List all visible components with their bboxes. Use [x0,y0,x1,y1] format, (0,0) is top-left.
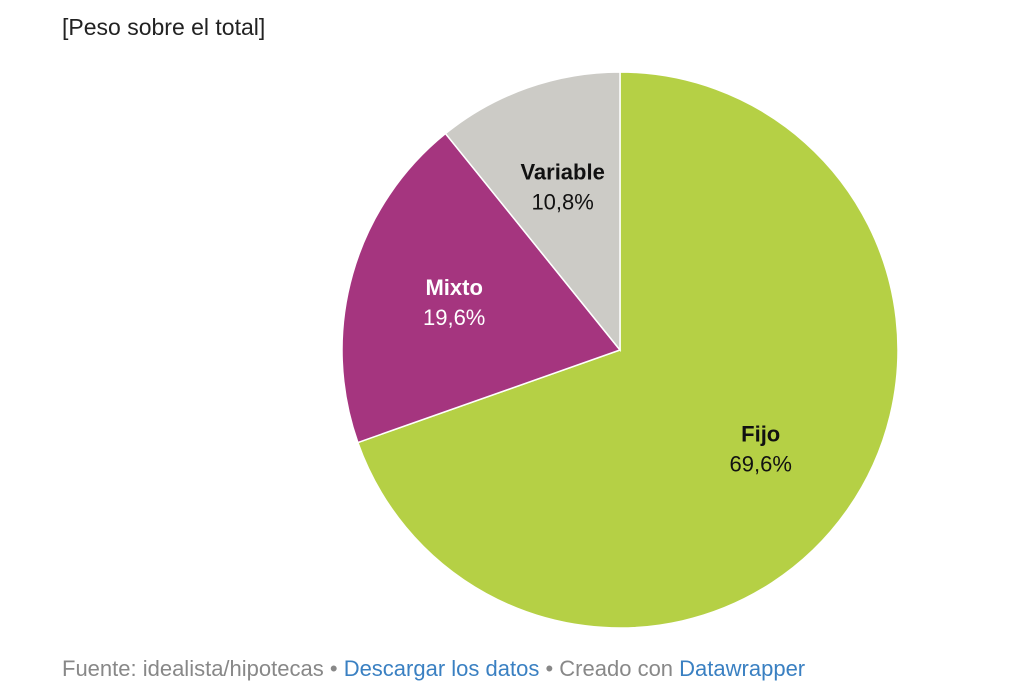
chart-subtitle: [Peso sobre el total] [62,14,266,40]
slice-label: Fijo [741,421,780,446]
chart: Fijo 69,6% Mixto 19,6% Variable 10,8% [341,71,899,629]
credit: Creado con [559,656,674,681]
separator: • [545,656,554,681]
slice-value-label: 19,6% [423,305,485,330]
slice-label: Variable [520,159,604,184]
credit-link[interactable]: Datawrapper [679,656,806,681]
slice-value-label: 10,8% [531,189,593,214]
pie-slice [444,71,621,353]
pie-slice [341,132,622,444]
source: Fuente: idealista/hipotecas [62,656,324,681]
pie-slice [356,71,899,629]
slice-label: Mixto [425,275,482,300]
download-link[interactable]: Descargar los datos [343,656,540,681]
slice-value-label: 69,6% [730,451,792,476]
separator: • [329,656,338,681]
footer: Fuente: idealista/hipotecas • Descargar … [62,656,805,682]
